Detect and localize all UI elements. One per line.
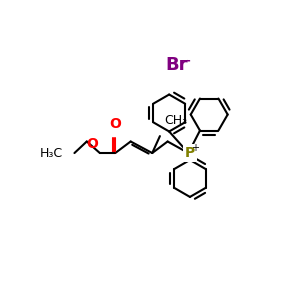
Text: H₃C: H₃C xyxy=(40,146,63,160)
Text: −: − xyxy=(181,55,191,68)
Text: P: P xyxy=(185,146,195,160)
Text: O: O xyxy=(86,137,98,152)
Text: CH₃: CH₃ xyxy=(164,114,188,127)
Text: O: O xyxy=(109,118,121,131)
Text: Br: Br xyxy=(165,56,188,74)
Text: +: + xyxy=(191,143,199,153)
